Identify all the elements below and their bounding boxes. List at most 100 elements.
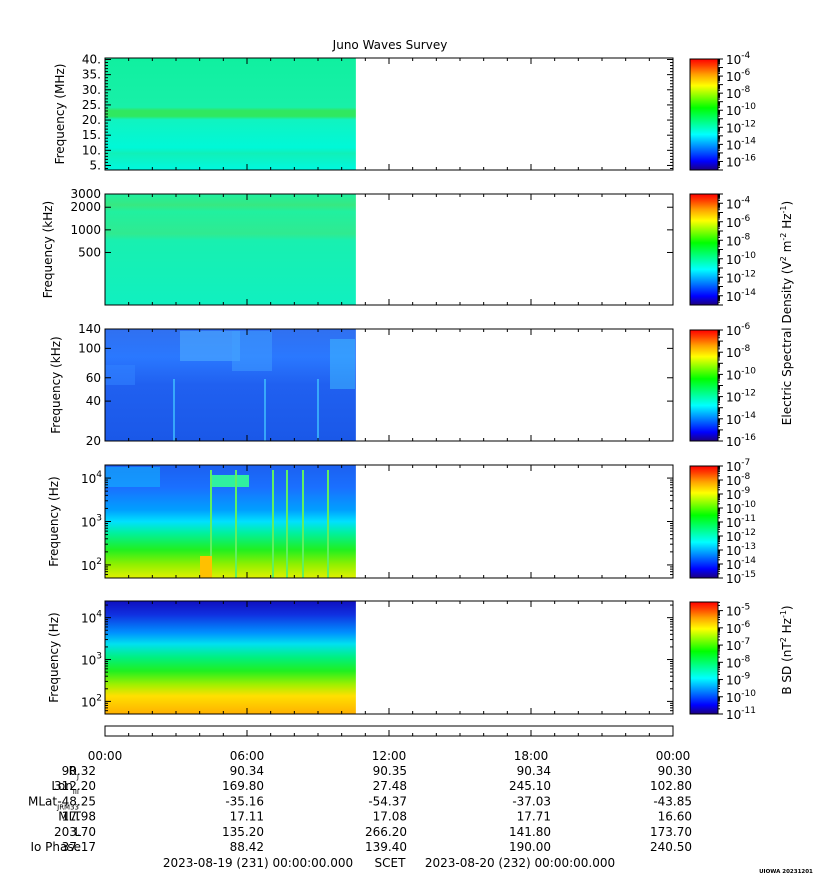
colorbar-tick-label: 10-10 [726, 366, 756, 382]
y-tick-label: 140 [78, 322, 101, 336]
time-tick-label: 06:00 [230, 749, 265, 763]
y-tick-label: 30. [82, 83, 101, 97]
colorbar-tick-label: 10-16 [726, 153, 756, 169]
y-tick-label: 10. [82, 143, 101, 157]
colorbar-tick-label: 10-14 [726, 411, 756, 427]
colorbar-tick-label: 10-13 [726, 542, 756, 558]
y-tick-label: 15. [82, 128, 101, 142]
y-tick-label: 25. [82, 98, 101, 112]
ephemeris-value: 266.20 [365, 825, 407, 839]
spectrogram-2 [105, 194, 356, 305]
y-axis-label: Frequency (kHz) [41, 201, 55, 298]
ephemeris-value: 169.80 [222, 779, 264, 793]
colorbar-tick-label: 10-14 [726, 136, 756, 152]
y-tick-label: 2000 [70, 200, 101, 214]
y-tick-label: 100 [78, 341, 101, 355]
ephemeris-value: 90.35 [373, 764, 407, 778]
colorbar-tick-label: 10-6 [726, 322, 751, 338]
y-tick-label: 102 [81, 557, 102, 573]
ephemeris-label: MLT [58, 810, 81, 824]
y-tick-label: 35. [82, 68, 101, 82]
emission-patch [105, 467, 160, 487]
y-tick-label: 500 [78, 245, 101, 259]
colorbar-scale [689, 58, 719, 171]
ephemeris-label: LonIII [51, 779, 79, 796]
ephemeris-value: 17.71 [517, 810, 551, 824]
colorbar-tick-label: 10-6 [726, 214, 751, 230]
credit-label: UIOWA 20231201 [759, 869, 813, 875]
time-tick-label: 12:00 [372, 749, 407, 763]
ephemeris-value: 90.32 [62, 764, 96, 778]
colorbar-scale [689, 193, 719, 306]
panel-1: 40.35.30.25.20.15.10.5. Frequency (MHz) [53, 53, 674, 172]
ephemeris-value: -43.85 [653, 794, 692, 808]
ephemeris-value: 190.00 [509, 840, 551, 854]
ephemeris-value: 312.20 [54, 779, 96, 793]
colorbar-tick-label: 10-8 [726, 85, 751, 101]
ephemeris-label: MLatJRM33 [28, 794, 79, 811]
ephemeris-value: 88.42 [230, 840, 264, 854]
y-axis-label: Frequency (Hz) [47, 476, 61, 567]
emission-patch [105, 365, 135, 385]
ephemeris-value: 139.40 [365, 840, 407, 854]
colorbar-tick-label: 10-10 [726, 102, 756, 118]
ephemeris-label: RJ [69, 764, 79, 781]
figure-title: Juno Waves Survey [332, 38, 448, 52]
scet-label: SCET [375, 856, 407, 870]
colorbar-tick-label: 10-16 [726, 433, 756, 449]
ephemeris-value: 90.30 [658, 764, 692, 778]
colorbar-tick-label: 10-7 [726, 637, 750, 653]
colorbar-4: 10-710-810-910-1010-1110-1210-1310-1410-… [689, 458, 756, 586]
ephemeris-value: 90.34 [230, 764, 264, 778]
panel-4: 104 103 102 Frequency (Hz) [47, 464, 674, 579]
y-axis-label: Frequency (Hz) [47, 612, 61, 703]
emission-patch [232, 331, 272, 371]
ephemeris-value: 37.17 [62, 840, 96, 854]
ephemeris-value: -48.25 [57, 794, 96, 808]
ephemeris-value: 90.34 [517, 764, 551, 778]
colorbar-tick-label: 10-14 [726, 556, 756, 572]
y-tick-label: 3000 [70, 187, 101, 201]
ephemeris-value: 135.20 [222, 825, 264, 839]
colorbar-tick-label: 10-8 [726, 344, 751, 360]
emission-patch [180, 331, 240, 361]
y-axis-label: Frequency (kHz) [49, 336, 63, 433]
y-tick-label: 104 [81, 610, 102, 626]
colorbar-tick-label: 10-8 [726, 654, 751, 670]
start-time-label: 2023-08-19 (231) 00:00:00.000 [163, 856, 353, 870]
emission-patch [210, 475, 218, 487]
colorbar-tick-label: 10-12 [726, 119, 756, 135]
ephemeris-value: 27.48 [373, 779, 407, 793]
colorbar-tick-label: 10-6 [726, 68, 751, 84]
colorbar-tick-label: 10-6 [726, 620, 751, 636]
y-tick-label: 40. [82, 53, 101, 67]
ephemeris-value: 17.98 [62, 810, 96, 824]
colorbar-tick-label: 10-7 [726, 458, 750, 474]
emission-patch [234, 475, 242, 487]
time-tick-label: 00:00 [88, 749, 123, 763]
time-tick-label: 00:00 [656, 749, 691, 763]
y-tick-label: 20. [82, 113, 101, 127]
time-tick-label: 18:00 [514, 749, 549, 763]
colorbars: 10-410-610-810-1010-1210-1410-1610-410-6… [689, 51, 756, 722]
colorbar-scale [689, 465, 719, 579]
colorbar-tick-label: 10-11 [726, 514, 756, 530]
time-axis: 00:00 06:00 12:00 18:00 00:00 [88, 725, 691, 763]
colorbar-tick-label: 10-8 [726, 472, 751, 488]
colorbar-tick-label: 10-10 [726, 689, 756, 705]
y-tick-label: 102 [81, 693, 102, 709]
colorbar-tick-label: 10-5 [726, 603, 750, 619]
colorbar-2: 10-4 10-6 10-8 10-10 10-12 10-14 [689, 193, 756, 306]
colorbar-tick-label: 10-14 [726, 288, 756, 304]
ephemeris-value: 141.80 [509, 825, 551, 839]
colorbar-tick-label: 10-10 [726, 251, 756, 267]
end-time-label: 2023-08-20 (232) 00:00:00.000 [425, 856, 615, 870]
emission-patch [241, 475, 249, 487]
colorbar-tick-label: 10-9 [726, 672, 751, 688]
spectrogram-5 [105, 601, 356, 714]
y-tick-label: 1000 [70, 223, 101, 237]
y-tick-label: 103 [81, 514, 102, 530]
